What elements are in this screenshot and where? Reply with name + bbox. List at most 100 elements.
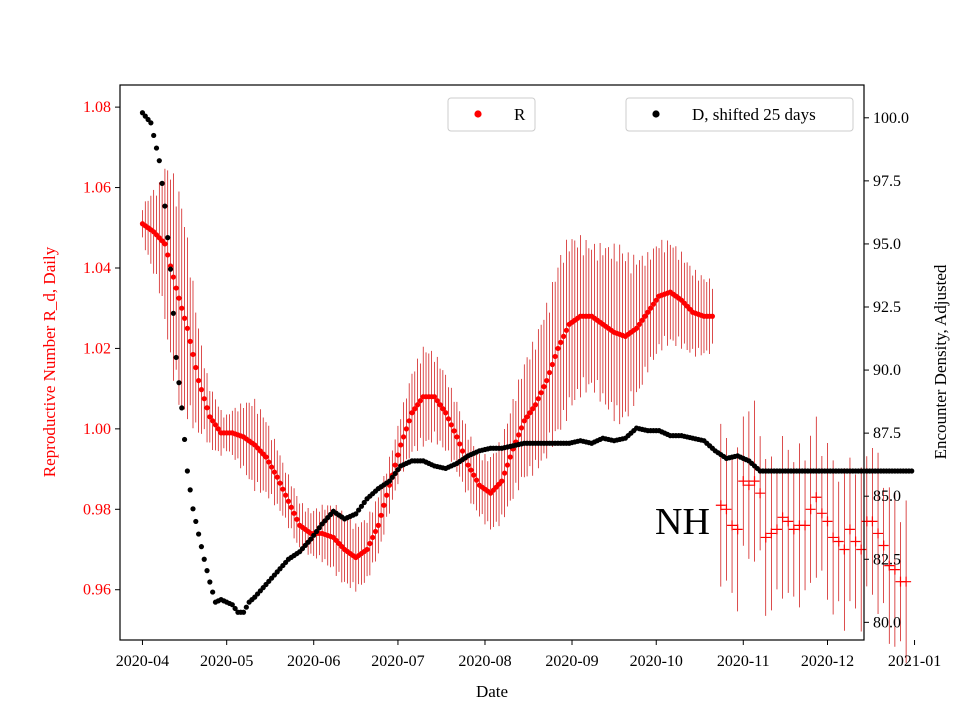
r-point xyxy=(558,339,564,345)
state-annotation: NH xyxy=(655,501,710,543)
r-point xyxy=(434,398,440,404)
r-point xyxy=(378,512,384,518)
d-point xyxy=(151,132,157,139)
d-point xyxy=(179,405,185,411)
r-point xyxy=(210,418,216,424)
right-tick-label: 90.0 xyxy=(873,362,901,379)
r-projected-point xyxy=(822,516,833,527)
r-point xyxy=(392,462,398,468)
r-point xyxy=(184,325,190,331)
r-point xyxy=(381,502,387,508)
d-point xyxy=(356,507,362,513)
legend-r-marker xyxy=(474,110,482,118)
r-point xyxy=(448,422,454,428)
r-projected-point xyxy=(777,512,788,523)
r-point xyxy=(541,384,547,390)
r-point xyxy=(165,252,171,258)
r-projected-point xyxy=(856,544,867,555)
r-point xyxy=(521,418,527,424)
d-point xyxy=(198,544,205,550)
r-point xyxy=(431,394,438,400)
r-point xyxy=(179,305,185,311)
d-point xyxy=(167,266,174,272)
r-point xyxy=(709,313,715,319)
left-tick-label: 1.08 xyxy=(83,99,111,116)
r-point xyxy=(406,418,412,424)
left-tick-label: 1.02 xyxy=(83,340,111,357)
r-point xyxy=(294,516,300,522)
right-tick-label: 85.0 xyxy=(873,488,901,505)
legend-r-box xyxy=(447,97,536,132)
d-point xyxy=(243,604,249,610)
r-point xyxy=(364,546,370,553)
r-point xyxy=(187,338,193,344)
r-point xyxy=(648,305,654,311)
r-projected-point xyxy=(800,520,811,531)
x-tick-label: 2020-05 xyxy=(200,653,253,670)
r-point xyxy=(193,364,199,371)
r-point xyxy=(443,410,449,416)
d-point xyxy=(148,120,154,126)
d-point xyxy=(308,536,314,542)
right-y-axis: 80.0 82.5 85.0 87.5 90.0 92.5 95.0 97.5 100.0 xyxy=(864,110,909,631)
d-point xyxy=(210,589,216,595)
r-point xyxy=(170,274,176,280)
r-point xyxy=(471,472,477,478)
r-point xyxy=(398,442,404,448)
d-point xyxy=(358,503,365,509)
r-projected-point xyxy=(743,480,754,491)
right-tick-label: 92.5 xyxy=(873,299,901,316)
r-point xyxy=(560,333,567,339)
r-projected-point xyxy=(749,476,760,487)
r-point xyxy=(372,528,379,535)
r-projected-point xyxy=(755,488,766,499)
r-point xyxy=(454,434,460,440)
r-point xyxy=(196,377,202,384)
r-point xyxy=(162,241,168,247)
r-point xyxy=(173,285,179,291)
r-point xyxy=(524,414,530,420)
x-tick-label: 2020-07 xyxy=(371,653,424,670)
r-point xyxy=(440,406,446,412)
d-point xyxy=(162,203,168,209)
r-projected-point xyxy=(788,524,799,535)
left-y-axis-label: Reproductive Number R_d, Daily xyxy=(40,246,59,477)
r-projected-point xyxy=(760,532,771,543)
r-projected-point xyxy=(867,516,878,527)
r-point xyxy=(190,351,196,358)
r-projected-point xyxy=(878,540,889,551)
r-point xyxy=(639,317,645,323)
x-tick-label: 2020-10 xyxy=(630,653,683,670)
r-point xyxy=(499,478,505,484)
r-point xyxy=(271,469,278,475)
right-tick-label: 97.5 xyxy=(873,173,901,190)
r-projected-point xyxy=(828,532,839,543)
left-tick-label: 1.04 xyxy=(83,260,111,277)
right-tick-label: 80.0 xyxy=(873,614,901,631)
d-point xyxy=(201,556,207,562)
r-point xyxy=(507,454,513,460)
r-point xyxy=(415,402,421,408)
d-point xyxy=(316,525,322,531)
r-point xyxy=(400,434,407,440)
r-point xyxy=(538,390,544,396)
r-point xyxy=(530,406,536,412)
r-point xyxy=(283,492,289,498)
r-point xyxy=(465,462,471,468)
r-point xyxy=(201,396,207,402)
left-tick-label: 0.98 xyxy=(83,501,111,518)
x-tick-label: 2020-08 xyxy=(458,653,511,670)
d-point xyxy=(240,609,247,615)
r-point xyxy=(544,377,550,384)
d-point xyxy=(909,468,915,474)
d-point xyxy=(389,474,395,480)
d-point xyxy=(361,499,367,506)
legend-d-marker xyxy=(652,110,660,118)
r-point xyxy=(395,452,401,458)
d-point xyxy=(156,158,162,164)
r-point xyxy=(642,313,648,319)
r-point xyxy=(532,402,539,408)
r-point xyxy=(212,422,219,428)
r-projected-point xyxy=(833,536,844,547)
